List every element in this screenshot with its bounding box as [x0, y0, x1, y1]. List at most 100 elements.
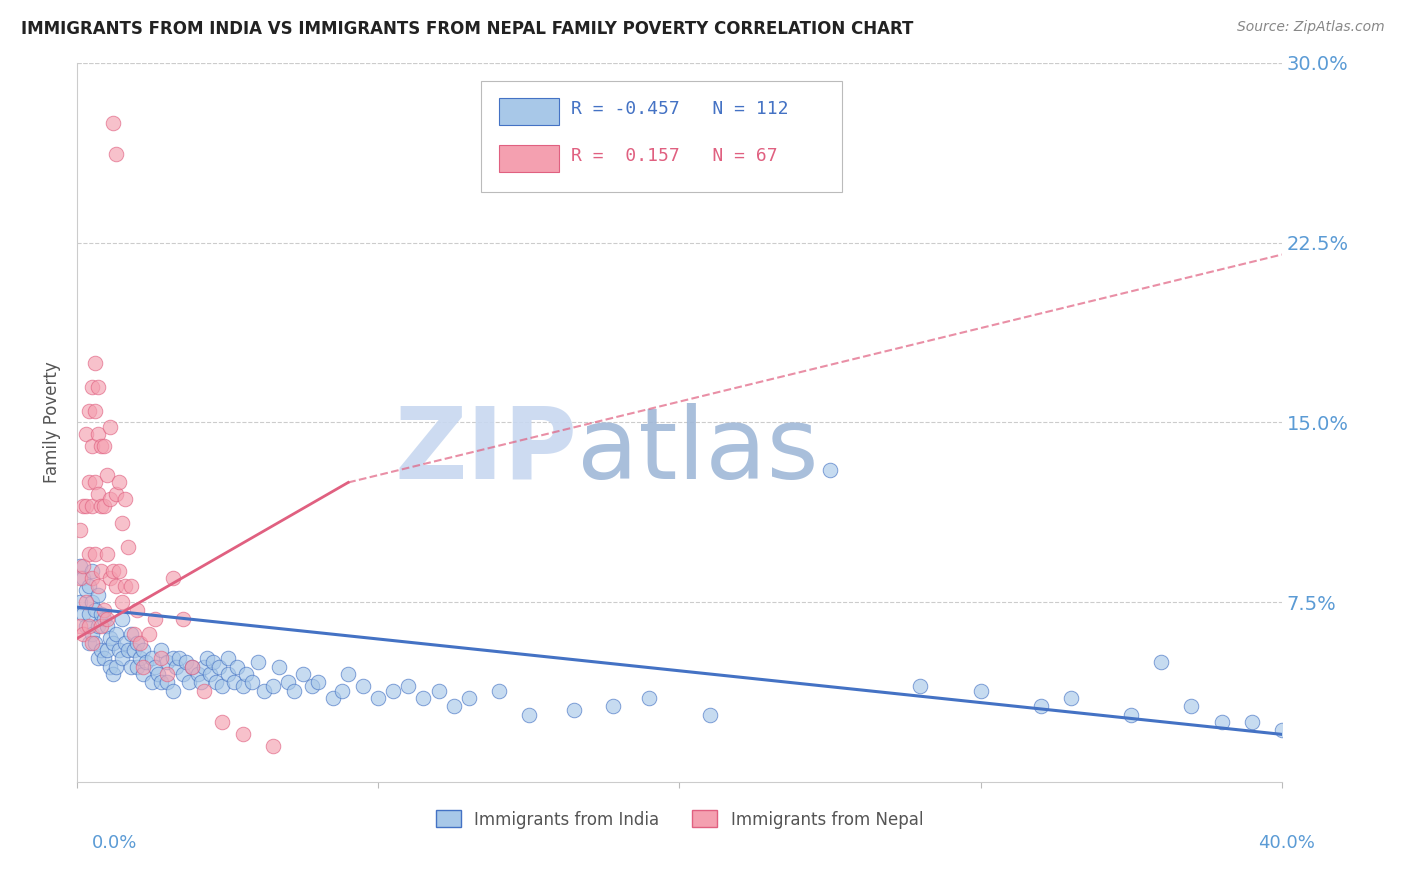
Point	[105, 660, 128, 674]
Point	[96, 612, 118, 626]
Point	[117, 643, 139, 657]
Point	[90, 500, 112, 514]
Point	[145, 660, 167, 674]
Point	[307, 674, 329, 689]
Point	[84, 475, 107, 490]
Point	[301, 679, 323, 693]
Point	[198, 667, 221, 681]
Point	[187, 667, 209, 681]
Point	[82, 626, 104, 640]
Point	[75, 500, 97, 514]
Point	[120, 660, 142, 674]
Point	[127, 636, 149, 650]
Point	[396, 679, 419, 693]
Point	[204, 674, 226, 689]
Point	[443, 698, 465, 713]
Point	[235, 667, 257, 681]
Point	[69, 619, 91, 633]
Point	[90, 607, 112, 622]
Point	[1150, 656, 1173, 670]
Point	[93, 440, 115, 454]
Point	[225, 660, 247, 674]
Point	[132, 643, 155, 657]
Point	[90, 643, 112, 657]
Point	[114, 579, 136, 593]
Point	[84, 403, 107, 417]
Point	[105, 146, 128, 161]
Point	[93, 602, 115, 616]
Point	[162, 571, 184, 585]
Point	[138, 626, 160, 640]
Point	[150, 674, 173, 689]
Point	[105, 579, 128, 593]
Point	[322, 691, 344, 706]
Point	[69, 524, 91, 538]
Point	[283, 684, 305, 698]
Point	[87, 379, 110, 393]
Point	[96, 619, 118, 633]
Point	[77, 636, 100, 650]
Point	[132, 660, 155, 674]
Point	[77, 579, 100, 593]
Point	[90, 619, 112, 633]
Point	[211, 715, 233, 730]
Point	[75, 583, 97, 598]
Point	[145, 612, 167, 626]
Point	[77, 607, 100, 622]
Point	[87, 579, 110, 593]
Point	[87, 650, 110, 665]
Point	[87, 619, 110, 633]
Point	[367, 691, 389, 706]
Text: IMMIGRANTS FROM INDIA VS IMMIGRANTS FROM NEPAL FAMILY POVERTY CORRELATION CHART: IMMIGRANTS FROM INDIA VS IMMIGRANTS FROM…	[21, 20, 914, 37]
Point	[166, 660, 188, 674]
Point	[96, 643, 118, 657]
Point	[562, 703, 585, 717]
Point	[124, 643, 146, 657]
Point	[172, 612, 194, 626]
Point	[124, 626, 146, 640]
Point	[177, 674, 200, 689]
Point	[96, 468, 118, 483]
Text: R =  0.157   N = 67: R = 0.157 N = 67	[571, 147, 778, 165]
Point	[818, 463, 841, 477]
FancyBboxPatch shape	[499, 98, 560, 125]
Point	[77, 619, 100, 633]
Point	[1060, 691, 1083, 706]
Point	[120, 579, 142, 593]
FancyBboxPatch shape	[499, 145, 560, 172]
Point	[262, 679, 284, 693]
Point	[69, 559, 91, 574]
Point	[108, 564, 131, 578]
Point	[1180, 698, 1202, 713]
Point	[127, 602, 149, 616]
Point	[75, 619, 97, 633]
Point	[75, 427, 97, 442]
Point	[111, 595, 134, 609]
Point	[172, 667, 194, 681]
Point	[602, 698, 624, 713]
Point	[82, 564, 104, 578]
Point	[84, 548, 107, 562]
Point	[699, 708, 721, 723]
Point	[69, 571, 91, 585]
Point	[1211, 715, 1233, 730]
Point	[291, 667, 314, 681]
Text: R = -0.457   N = 112: R = -0.457 N = 112	[571, 101, 789, 119]
Point	[127, 660, 149, 674]
Point	[82, 440, 104, 454]
Point	[156, 656, 179, 670]
Point	[1271, 723, 1294, 737]
Point	[169, 650, 191, 665]
Point	[1121, 708, 1143, 723]
Point	[190, 674, 212, 689]
Point	[114, 636, 136, 650]
Point	[69, 595, 91, 609]
Point	[156, 674, 179, 689]
Point	[148, 667, 170, 681]
Point	[488, 684, 510, 698]
Point	[150, 643, 173, 657]
Point	[72, 559, 94, 574]
FancyBboxPatch shape	[481, 80, 842, 192]
Text: ZIP: ZIP	[394, 403, 576, 500]
Point	[105, 487, 128, 501]
